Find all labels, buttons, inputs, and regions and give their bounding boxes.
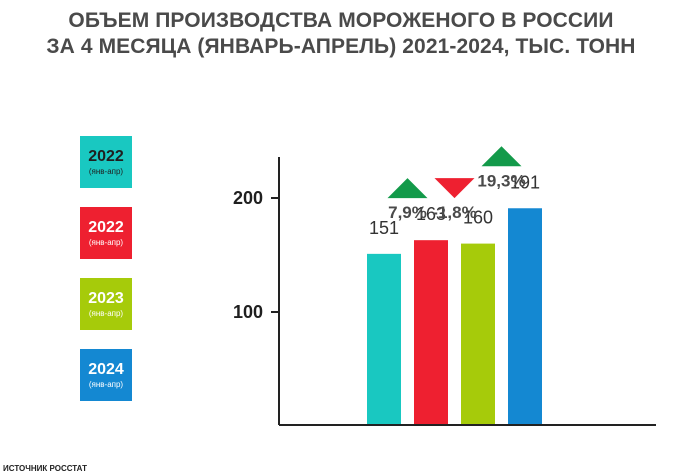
legend-period: (янв-апр) [88, 379, 124, 389]
bar [367, 253, 401, 424]
data-label: 191 [510, 172, 540, 192]
y-tick-label: 200 [233, 188, 263, 208]
y-tick-label: 100 [233, 302, 263, 322]
legend-year: 2022 [88, 218, 124, 236]
source-note: ИСТОЧНИК РОССТАТ [3, 464, 87, 473]
legend-item-1: 2022 (янв-апр) [80, 136, 132, 188]
legend-year: 2023 [88, 289, 124, 307]
chart-title: ОБЪЕМ ПРОИЗВОДСТВА МОРОЖЕНОГО В РОССИИ З… [0, 8, 682, 60]
increase-arrow-icon [387, 178, 428, 199]
legend-item-3: 2023 (янв-апр) [80, 278, 132, 330]
title-line-1: ОБЪЕМ ПРОИЗВОДСТВА МОРОЖЕНОГО В РОССИИ [68, 9, 614, 32]
bar [508, 208, 542, 424]
change-label: -1,8% [432, 203, 476, 222]
bar [461, 243, 495, 424]
change-label: 7,9% [388, 203, 427, 222]
legend-period: (янв-апр) [88, 308, 124, 318]
legend-year: 2024 [88, 360, 124, 378]
change-label: 19,3% [477, 171, 525, 190]
legend-item-2: 2022 (янв-апр) [80, 207, 132, 259]
data-label: 163 [416, 204, 446, 224]
increase-arrow-icon [481, 146, 522, 167]
legend-period: (янв-апр) [88, 237, 124, 247]
legend-item-4: 2024 (янв-апр) [80, 349, 132, 401]
legend-period: (янв-апр) [88, 166, 124, 176]
decrease-arrow-icon [434, 178, 475, 199]
bar [414, 240, 448, 424]
data-label: 160 [463, 208, 493, 228]
title-line-2: ЗА 4 МЕСЯЦА (ЯНВАРЬ-АПРЕЛЬ) 2021-2024, Т… [46, 35, 636, 58]
legend-year: 2022 [88, 147, 124, 165]
data-label: 151 [369, 218, 399, 238]
